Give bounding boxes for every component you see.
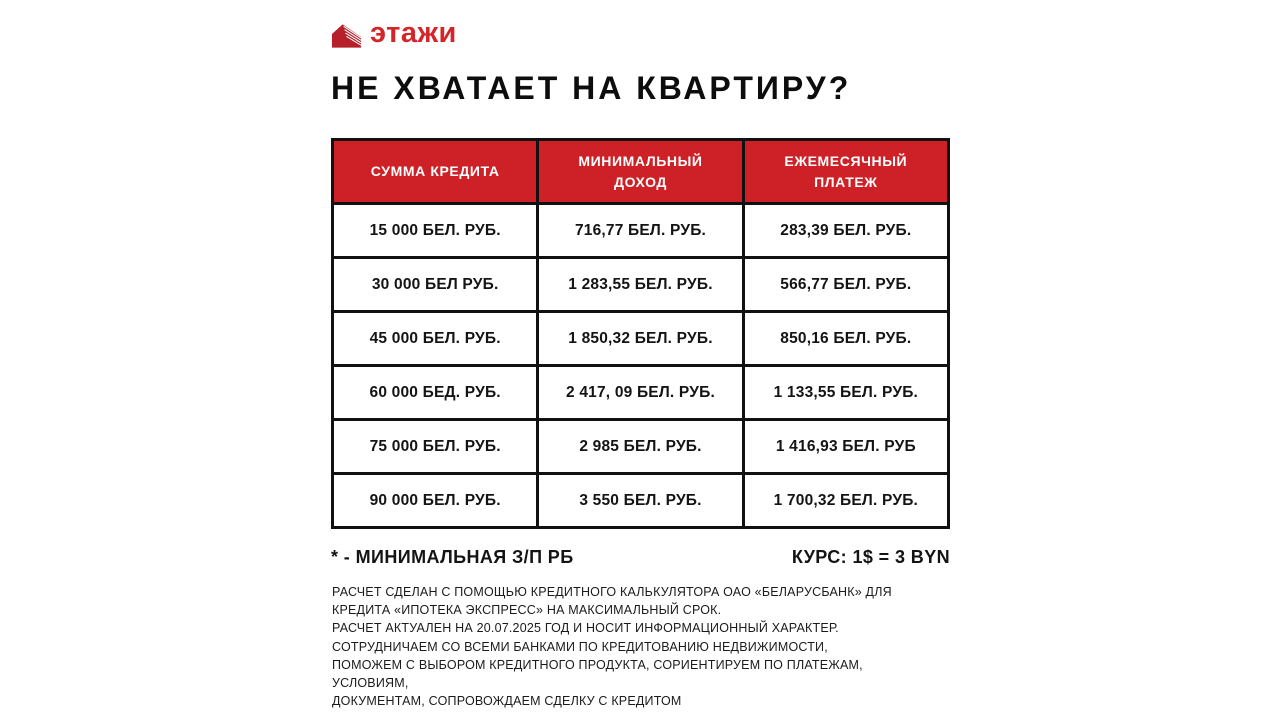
disclaimer-line: СОТРУДНИЧАЕМ СО ВСЕМИ БАНКАМИ ПО КРЕДИТО… [332, 639, 828, 654]
disclaimer-line: УСЛОВИЯМ, [332, 676, 409, 691]
table-header-cell: ЕЖЕМЕСЯЧНЫЙ ПЛАТЕЖ [741, 138, 951, 205]
table-cell: 566,77 БЕЛ. РУБ. [741, 256, 951, 313]
credit-table-body: 15 000 БЕЛ. РУБ. 716,77 БЕЛ. РУБ. 283,39 Б… [330, 202, 951, 529]
table-cell: 60 000 БЕД. РУБ. [330, 364, 540, 421]
table-cell: 716,77 БЕЛ. РУБ. [536, 202, 745, 259]
table-cell: 1 700,32 БЕЛ. РУБ. [741, 472, 951, 529]
etazhi-logo: этажи [331, 19, 457, 51]
logo-wordmark: этажи [370, 17, 457, 49]
footnote-min-salary: * - МИНИМАЛЬНАЯ З/П РБ [331, 547, 574, 567]
page-title: НЕ ХВАТАЕТ НА КВАРТИРУ? [331, 70, 852, 106]
table-cell: 283,39 БЕЛ. РУБ. [741, 202, 951, 259]
building-icon [331, 22, 362, 49]
table-row: 60 000 БЕД. РУБ. 2 417, 09 БЕЛ. РУБ. 1 133… [330, 364, 951, 421]
table-cell: 1 850,32 БЕЛ. РУБ. [536, 310, 745, 367]
table-cell: 75 000 БЕЛ. РУБ. [330, 418, 540, 475]
table-row: 90 000 БЕЛ. РУБ. 3 550 БЕЛ. РУБ. 1 700,32 … [330, 472, 951, 529]
table-cell: 2 985 БЕЛ. РУБ. [536, 418, 745, 475]
table-cell: 1 133,55 БЕЛ. РУБ. [741, 364, 951, 421]
footnote-exchange-rate: КУРС: 1$ = 3 BYN [791, 547, 950, 567]
table-row: 45 000 БЕЛ. РУБ. 1 850,32 БЕЛ. РУБ. 850,16… [330, 310, 951, 367]
disclaimer-line: ПОМОЖЕМ С ВЫБОРОМ КРЕДИТНОГО ПРОДУКТА, С… [332, 657, 863, 672]
table-cell: 45 000 БЕЛ. РУБ. [330, 310, 540, 367]
disclaimer-line: КРЕДИТА «ИПОТЕКА ЭКСПРЕСС» НА МАКСИМАЛЬН… [332, 603, 722, 618]
table-cell: 90 000 БЕЛ. РУБ. [330, 472, 540, 529]
table-row: 15 000 БЕЛ. РУБ. 716,77 БЕЛ. РУБ. 283,39 Б… [330, 202, 951, 259]
table-cell: 1 283,55 БЕЛ. РУБ. [536, 256, 745, 313]
credit-table-head: СУММА КРЕДИТА МИНИМАЛЬНЫЙ ДОХОД ЕЖЕМЕСЯЧНЫ… [330, 138, 951, 205]
disclaimer-line: РАСЧЕТ СДЕЛАН С ПОМОЩЬЮ КРЕДИТНОГО КАЛЬК… [332, 585, 892, 599]
table-cell: 15 000 БЕЛ. РУБ. [330, 202, 540, 259]
table-header-row: СУММА КРЕДИТА МИНИМАЛЬНЫЙ ДОХОД ЕЖЕМЕСЯЧНЫ… [330, 138, 951, 205]
table-row: 75 000 БЕЛ. РУБ. 2 985 БЕЛ. РУБ. 1 416,93 … [330, 418, 951, 475]
table-cell: 3 550 БЕЛ. РУБ. [536, 472, 745, 529]
disclaimer-line: РАСЧЕТ АКТУАЛЕН НА 20.07.2025 ГОД И НОСИ… [332, 621, 839, 636]
content-column: этажи НЕ ХВАТАЕТ НА КВАРТИРУ? СУММА КРЕД… [330, 0, 951, 720]
table-header-cell: МИНИМАЛЬНЫЙ ДОХОД [536, 138, 745, 205]
table-header-cell: СУММА КРЕДИТА [330, 138, 540, 205]
table-cell: 30 000 БЕЛ РУБ. [330, 256, 540, 313]
table-row: 30 000 БЕЛ РУБ. 1 283,55 БЕЛ. РУБ. 566,77 … [330, 256, 951, 313]
table-cell: 850,16 БЕЛ. РУБ. [741, 310, 951, 367]
disclaimer-text: РАСЧЕТ СДЕЛАН С ПОМОЩЬЮ КРЕДИТНОГО КАЛЬК… [332, 583, 972, 710]
footnotes: * - МИНИМАЛЬНАЯ З/П РБ КУРС: 1$ = 3 BYN [331, 547, 950, 568]
table-cell: 1 416,93 БЕЛ. РУБ [741, 418, 951, 475]
credit-table: СУММА КРЕДИТА МИНИМАЛЬНЫЙ ДОХОД ЕЖЕМЕСЯЧНЫ… [330, 138, 951, 529]
table-cell: 2 417, 09 БЕЛ. РУБ. [536, 364, 745, 421]
disclaimer-line: ДОКУМЕНТАМ, СОПРОВОЖДАЕМ СДЕЛКУ С КРЕДИТ… [332, 694, 682, 709]
